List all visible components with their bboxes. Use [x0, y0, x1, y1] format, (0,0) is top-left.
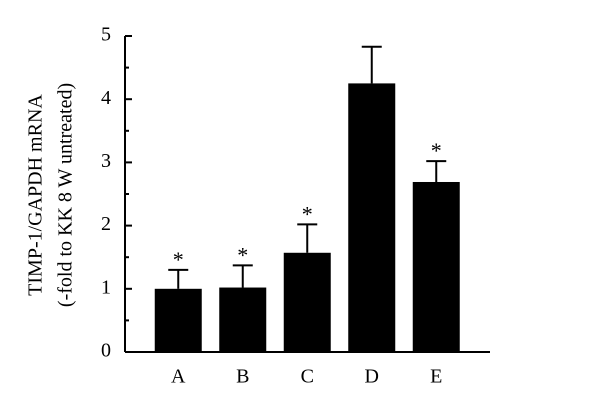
y-tick-label: 3 — [101, 150, 111, 172]
x-tick-label: A — [171, 366, 186, 388]
y-axis-label: TIMP-1/GAPDH mRNA — [25, 94, 47, 296]
x-tick-label: B — [236, 366, 249, 388]
y-tick-label: 4 — [101, 87, 111, 109]
y-axis-label: (-fold to KK 8 W untreated) — [55, 83, 77, 307]
x-tick-label: D — [365, 366, 379, 388]
bar — [154, 288, 202, 352]
x-tick-label: E — [430, 366, 442, 388]
y-tick-label: 1 — [101, 276, 111, 298]
bar — [283, 252, 331, 352]
significance-marker: * — [302, 201, 313, 226]
bar — [348, 83, 396, 353]
y-tick-label: 0 — [101, 340, 111, 362]
x-tick-label: C — [301, 366, 314, 388]
bar — [219, 287, 267, 352]
y-tick-label: 5 — [101, 24, 111, 46]
significance-marker: * — [237, 242, 248, 267]
significance-marker: * — [431, 138, 442, 163]
y-tick-label: 2 — [101, 213, 111, 235]
bar — [412, 181, 460, 352]
significance-marker: * — [173, 247, 184, 272]
